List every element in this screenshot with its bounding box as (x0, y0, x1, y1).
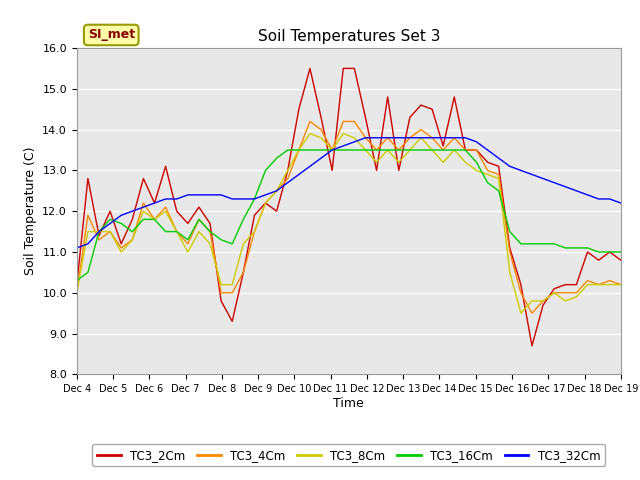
X-axis label: Time: Time (333, 397, 364, 410)
Text: SI_met: SI_met (88, 28, 135, 41)
Y-axis label: Soil Temperature (C): Soil Temperature (C) (24, 147, 36, 276)
Legend: TC3_2Cm, TC3_4Cm, TC3_8Cm, TC3_16Cm, TC3_32Cm: TC3_2Cm, TC3_4Cm, TC3_8Cm, TC3_16Cm, TC3… (92, 444, 605, 467)
Title: Soil Temperatures Set 3: Soil Temperatures Set 3 (257, 29, 440, 44)
